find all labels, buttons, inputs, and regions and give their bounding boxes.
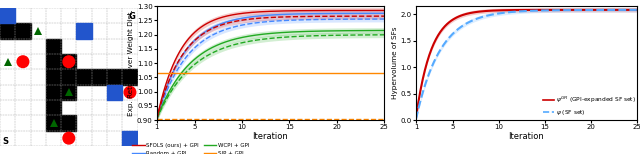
Bar [122, 130, 138, 146]
Circle shape [17, 56, 29, 67]
Bar [92, 69, 107, 85]
Bar [76, 24, 92, 39]
Bar [46, 100, 61, 115]
X-axis label: Iteration: Iteration [509, 132, 544, 141]
Bar [0, 8, 15, 24]
X-axis label: Iteration: Iteration [253, 132, 288, 141]
Bar [61, 69, 76, 85]
Bar [76, 69, 92, 85]
Legend: $\psi^{GPI}$ (GPI-expanded SF set), $\psi$ (SF set): $\psi^{GPI}$ (GPI-expanded SF set), $\ps… [543, 95, 636, 117]
Bar [46, 115, 61, 130]
Bar [46, 85, 61, 100]
Text: S: S [3, 137, 8, 146]
Bar [61, 115, 76, 130]
Bar [107, 69, 122, 85]
Text: G: G [129, 12, 135, 21]
Bar [0, 24, 15, 39]
Legend: SFOLS (ours) + GPI, Random + GPI, SFOLS (ours) + SMP, Random + SMP, WCPI + GPI, : SFOLS (ours) + GPI, Random + GPI, SFOLS … [132, 143, 252, 154]
Bar [122, 69, 138, 85]
Y-axis label: Hypervolume of SFs: Hypervolume of SFs [392, 27, 398, 99]
Bar [46, 54, 61, 69]
Circle shape [63, 132, 75, 144]
Bar [61, 85, 76, 100]
Circle shape [124, 87, 136, 98]
Bar [46, 39, 61, 54]
Bar [107, 85, 122, 100]
Y-axis label: Exp. Return over Weight Dist.: Exp. Return over Weight Dist. [128, 10, 134, 116]
Bar [61, 54, 76, 69]
Bar [15, 24, 31, 39]
Circle shape [63, 56, 75, 67]
Bar [46, 69, 61, 85]
